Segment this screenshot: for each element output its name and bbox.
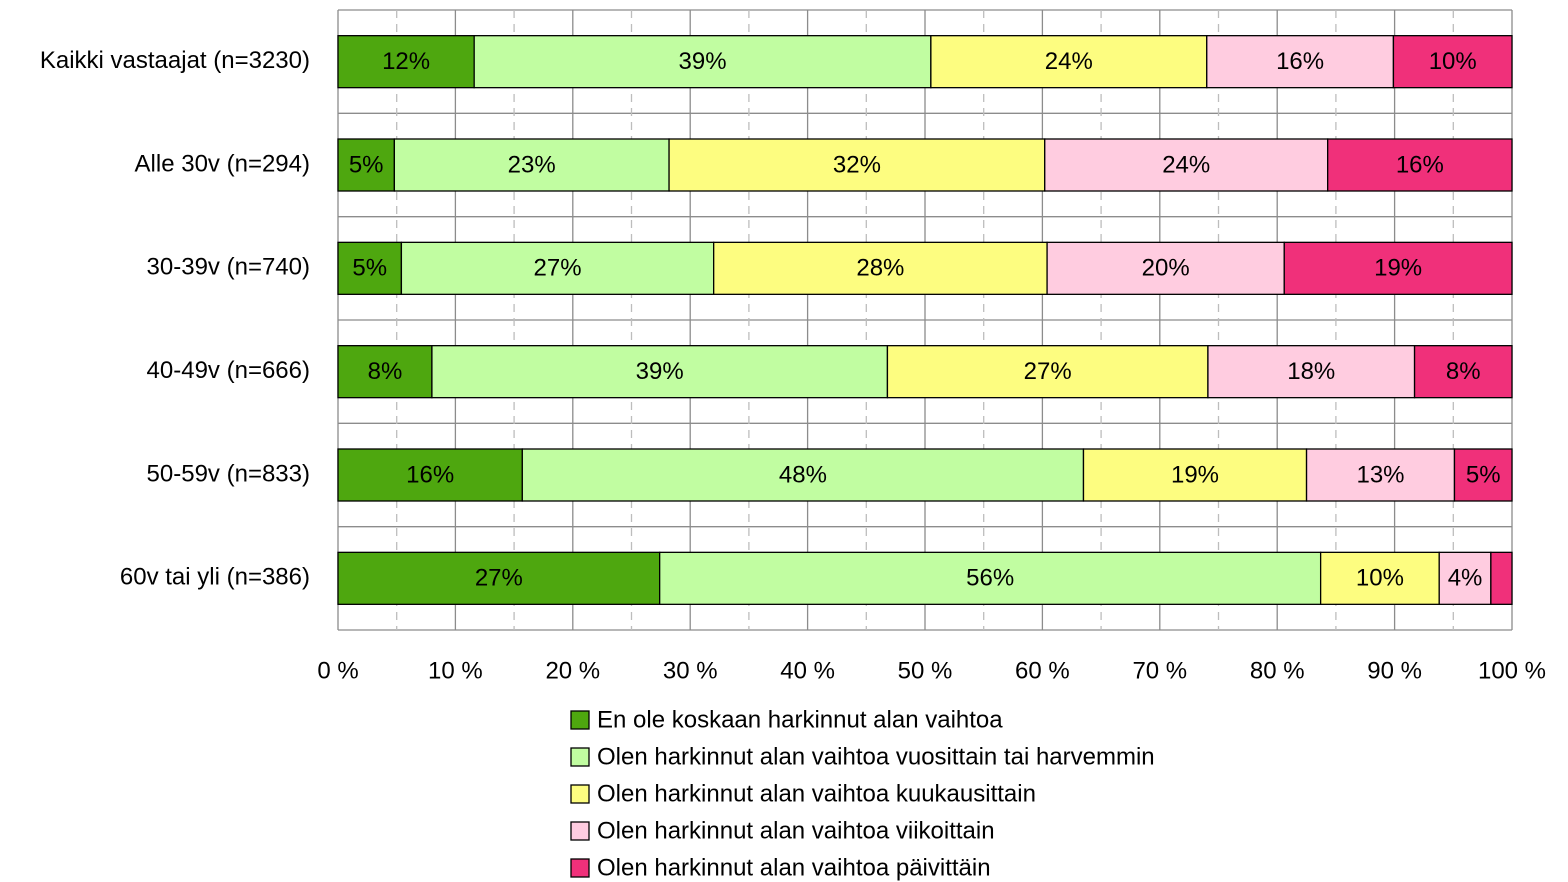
data-label: 20% [1142, 255, 1190, 282]
bar-segment [1453, 448, 1513, 502]
data-label: 23% [508, 151, 556, 178]
data-label: 27% [1024, 358, 1072, 385]
legend-swatch [570, 747, 590, 767]
data-label: 16% [1276, 48, 1324, 75]
legend-swatch [570, 821, 590, 841]
data-label: 10% [1356, 565, 1404, 592]
bar-segment [1044, 138, 1329, 192]
x-tick-label: 100 % [1478, 657, 1546, 684]
data-label: 19% [1374, 255, 1422, 282]
x-tick-label: 40 % [780, 657, 835, 684]
data-label: 28% [856, 255, 904, 282]
data-label: 18% [1287, 358, 1335, 385]
data-label: 8% [368, 358, 403, 385]
bar-segment [337, 35, 475, 89]
legend-swatch [570, 858, 590, 878]
x-tick-label: 60 % [1015, 657, 1070, 684]
data-label: 5% [1466, 461, 1501, 488]
data-label: 27% [534, 255, 582, 282]
data-label: 8% [1446, 358, 1481, 385]
x-tick-label: 80 % [1250, 657, 1305, 684]
data-label: 56% [966, 565, 1014, 592]
bar-segment [1413, 345, 1513, 399]
data-label: 16% [1396, 151, 1444, 178]
legend-label: Olen harkinnut alan vaihtoa päivittäin [597, 854, 991, 881]
data-label: 24% [1045, 48, 1093, 75]
bar-segment [393, 138, 670, 192]
legend-label: Olen harkinnut alan vaihtoa vuosittain t… [597, 743, 1155, 770]
data-label: 16% [406, 461, 454, 488]
data-label: 13% [1356, 461, 1404, 488]
data-label: 48% [779, 461, 827, 488]
x-tick-label: 50 % [898, 657, 953, 684]
legend-label: Olen harkinnut alan vaihtoa kuukausittai… [597, 780, 1036, 807]
bar-segment [930, 35, 1208, 89]
data-label: 39% [636, 358, 684, 385]
bar-segment [431, 345, 889, 399]
bar-segment [713, 241, 1048, 295]
bar-segment [1207, 345, 1416, 399]
data-label: 24% [1162, 151, 1210, 178]
bar-segment [1490, 551, 1513, 605]
data-label: 5% [349, 151, 384, 178]
data-label: 32% [833, 151, 881, 178]
x-tick-label: 20 % [545, 657, 600, 684]
x-tick-label: 90 % [1367, 657, 1422, 684]
y-tick-label: 30-39v (n=740) [147, 254, 310, 281]
data-label: 19% [1171, 461, 1219, 488]
bar-segment [1319, 551, 1440, 605]
bar-segment [337, 345, 433, 399]
y-tick-label: 60v tai yli (n=386) [120, 564, 310, 591]
x-tick-label: 30 % [663, 657, 718, 684]
data-label: 4% [1448, 565, 1483, 592]
bar-segment [1206, 35, 1395, 89]
data-label: 10% [1429, 48, 1477, 75]
legend-label: En ole koskaan harkinnut alan vaihtoa [597, 706, 1003, 733]
bar-segment [400, 241, 715, 295]
legend-swatch [570, 710, 590, 730]
bar-segment [337, 138, 396, 192]
x-tick-label: 10 % [428, 657, 483, 684]
x-tick-label: 70 % [1132, 657, 1187, 684]
legend-label: Olen harkinnut alan vaihtoa viikoittain [597, 817, 995, 844]
bar-segment [886, 345, 1209, 399]
y-tick-label: 40-49v (n=666) [147, 357, 310, 384]
bar-segment [1283, 241, 1513, 295]
bar-segment [473, 35, 932, 89]
data-label: 39% [679, 48, 727, 75]
data-label: 12% [382, 48, 430, 75]
data-label: 5% [352, 255, 387, 282]
data-label: 27% [475, 565, 523, 592]
bar-segment [337, 551, 661, 605]
bar-segment [1327, 138, 1513, 192]
y-tick-label: Alle 30v (n=294) [135, 150, 310, 177]
bar-segment [337, 241, 403, 295]
legend-swatch [570, 784, 590, 804]
bar-segment [1046, 241, 1285, 295]
bar-segment [337, 448, 523, 502]
bar-segment [1305, 448, 1456, 502]
y-tick-label: Kaikki vastaajat (n=3230) [40, 47, 310, 74]
y-tick-label: 50-59v (n=833) [147, 460, 310, 487]
x-tick-label: 0 % [317, 657, 358, 684]
bar-segment [1392, 35, 1513, 89]
bar-segment [668, 138, 1046, 192]
